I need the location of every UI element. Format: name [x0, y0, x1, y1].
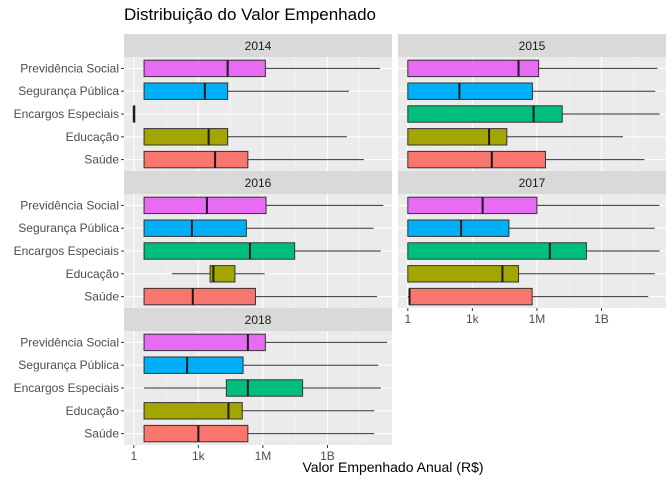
category-label-saude: Saúde	[84, 153, 119, 167]
category-label-seguranca-publica: Segurança Pública	[18, 84, 119, 98]
category-label-previdencia-social: Previdência Social	[20, 198, 119, 212]
category-label-seguranca-publica: Segurança Pública	[18, 221, 119, 235]
x-tick-label-2018: 1k	[192, 449, 206, 463]
box-2018-encargos-especiais	[225, 379, 304, 397]
facet-strip-2017	[398, 171, 666, 194]
category-label-saude: Saúde	[84, 427, 119, 441]
category-label-educacao: Educação	[66, 130, 120, 144]
chart-title: Distribuição do Valor Empenhado	[124, 5, 376, 24]
x-axis-title: Valor Empenhado Anual (R$)	[302, 459, 483, 475]
x-tick-label-2017: 1	[404, 312, 411, 326]
facet-strip-2018	[124, 308, 392, 331]
category-label-educacao: Educação	[66, 267, 120, 281]
box-2017-seguranca-publica	[407, 219, 510, 237]
box-2018-educacao	[143, 402, 243, 420]
box-2017-saude	[409, 287, 533, 306]
box-2015-previdencia-social	[407, 59, 540, 78]
facet-strip-2015	[398, 34, 666, 57]
x-tick-label-2017: 1B	[594, 312, 609, 326]
category-label-encargos-especiais: Encargos Especiais	[14, 107, 119, 121]
x-tick-label-2017: 1M	[529, 312, 546, 326]
box-2017-encargos-especiais	[407, 242, 587, 260]
x-tick-label-2018: 1	[130, 449, 137, 463]
box-2018-saude	[143, 424, 249, 443]
x-tick-label-2017: 1k	[466, 312, 480, 326]
box-2014-educacao	[143, 128, 229, 146]
category-label-seguranca-publica: Segurança Pública	[18, 358, 119, 372]
x-tick-label-2018: 1B	[320, 449, 335, 463]
category-label-encargos-especiais: Encargos Especiais	[14, 244, 119, 258]
box-2014-previdencia-social	[143, 59, 266, 78]
category-label-encargos-especiais: Encargos Especiais	[14, 381, 119, 395]
box-2018-seguranca-publica	[143, 356, 244, 374]
box-2015-saude	[407, 150, 546, 169]
box-2014-saude	[143, 150, 249, 169]
box-2017-previdencia-social	[407, 196, 538, 215]
box-2016-seguranca-publica	[143, 219, 247, 237]
facet-label-2016: 2016	[245, 176, 272, 190]
category-label-previdencia-social: Previdência Social	[20, 61, 119, 75]
facet-strip-2016	[124, 171, 392, 194]
box-2015-educacao	[407, 128, 508, 146]
box-2016-educacao	[209, 265, 236, 283]
facet-label-2017: 2017	[519, 176, 546, 190]
facet-label-2014: 2014	[245, 39, 272, 53]
box-2015-encargos-especiais	[407, 105, 563, 123]
facet-label-2015: 2015	[519, 39, 546, 53]
category-label-saude: Saúde	[84, 290, 119, 304]
box-2018-previdencia-social	[143, 333, 266, 352]
x-tick-label-2018: 1M	[255, 449, 272, 463]
box-2014-seguranca-publica	[143, 82, 229, 100]
category-label-educacao: Educação	[66, 404, 120, 418]
facet-strip-2014	[124, 34, 392, 57]
facet-label-2018: 2018	[245, 313, 272, 327]
box-2016-encargos-especiais	[143, 242, 296, 260]
box-2015-seguranca-publica	[407, 82, 533, 100]
box-2016-saude	[143, 287, 256, 306]
box-2017-educacao	[407, 265, 520, 283]
box-2016-previdencia-social	[143, 196, 267, 215]
category-label-previdencia-social: Previdência Social	[20, 335, 119, 349]
